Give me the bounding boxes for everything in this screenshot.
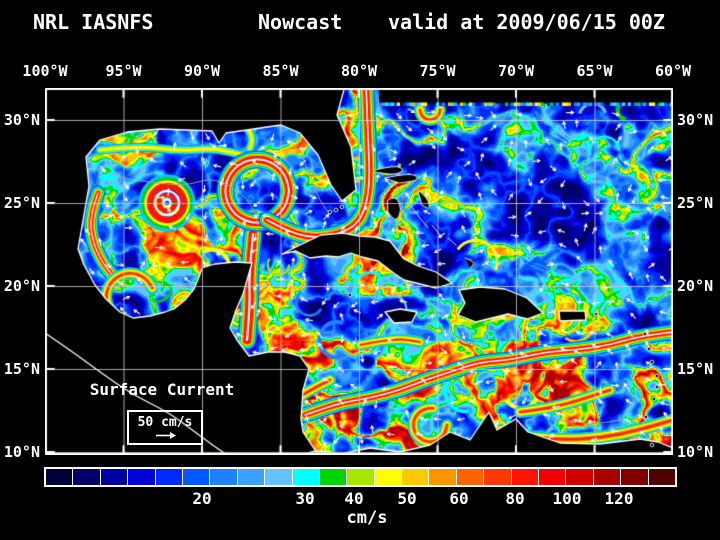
colorbar-swatch: [593, 469, 621, 485]
colorbar-swatch: [46, 469, 73, 485]
colorbar-tick-label: 100: [552, 489, 582, 508]
colorbar-swatch: [484, 469, 511, 485]
colorbar-swatch: [347, 469, 374, 485]
top-axis-label: 60°W: [654, 62, 692, 80]
colorbar-swatch: [648, 469, 675, 485]
colorbar-swatch: [292, 469, 319, 485]
top-axis-label: 85°W: [262, 62, 299, 80]
colorbar-swatch: [566, 469, 593, 485]
top-axis-label: 90°W: [183, 62, 221, 80]
left-axis-label: 15°N: [3, 360, 40, 378]
top-axis-label: 65°W: [576, 62, 613, 80]
colorbar-swatch: [402, 469, 429, 485]
colorbar-tick-label: 40: [344, 489, 364, 508]
top-axis-label: 80°W: [340, 62, 378, 80]
colorbar-unit: cm/s: [346, 508, 388, 528]
colorbar-swatch: [621, 469, 648, 485]
colorbar-tick-label: 80: [505, 489, 525, 508]
top-axis-label: 95°W: [105, 62, 142, 80]
colorbar-swatch: [128, 469, 155, 485]
colorbar-swatch: [539, 469, 566, 485]
right-axis-label: 15°N: [677, 360, 714, 378]
colorbar-swatch: [511, 469, 539, 485]
right-axis-label: 30°N: [677, 111, 714, 129]
current-speed-map: [45, 88, 673, 455]
colorbar-swatch: [374, 469, 402, 485]
top-axis-label: 100°W: [22, 62, 68, 80]
colorbar-swatch: [237, 469, 265, 485]
colorbar: [44, 467, 677, 487]
scale-arrow-icon: [156, 432, 176, 439]
colorbar-tick-label: 60: [449, 489, 469, 508]
right-axis-label: 20°N: [677, 277, 714, 295]
title-valid-time: valid at 2009/06/15 00Z: [388, 10, 665, 34]
colorbar-swatch: [182, 469, 210, 485]
colorbar-tick-label: 20: [192, 489, 212, 508]
colorbar-tick-label: 30: [295, 489, 315, 508]
colorbar-tick-label: 50: [397, 489, 417, 508]
colorbar-swatch: [100, 469, 128, 485]
left-axis-label: 30°N: [3, 111, 40, 129]
colorbar-swatch: [456, 469, 484, 485]
title-run-type: Nowcast: [258, 10, 343, 34]
top-axis-label: 70°W: [497, 62, 535, 80]
colorbar-swatch: [73, 469, 100, 485]
scale-reference-value: 50 cm/s: [137, 415, 193, 430]
right-axis-label: 10°N: [677, 443, 714, 461]
colorbar-tick-label: 120: [604, 489, 634, 508]
scale-reference-box: 50 cm/s: [127, 410, 203, 445]
colorbar-swatch: [319, 469, 347, 485]
right-axis-label: 25°N: [677, 194, 714, 212]
top-axis-label: 75°W: [419, 62, 456, 80]
colorbar-swatch: [210, 469, 237, 485]
left-axis-label: 20°N: [3, 277, 40, 295]
left-axis-label: 10°N: [3, 443, 40, 461]
colorbar-swatch: [429, 469, 456, 485]
legend-title: Surface Current: [89, 380, 235, 399]
title-model: NRL IASNFS: [33, 10, 154, 34]
left-axis-label: 25°N: [3, 194, 40, 212]
colorbar-swatch: [155, 469, 182, 485]
colorbar-swatch: [265, 469, 292, 485]
